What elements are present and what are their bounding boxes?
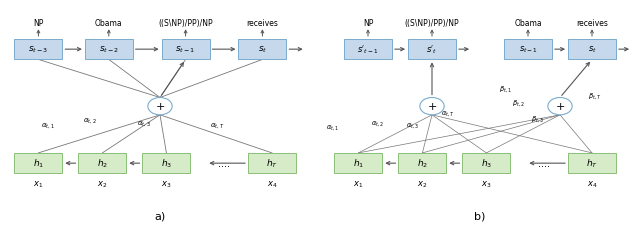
- Text: $\alpha_{t,T}$: $\alpha_{t,T}$: [441, 109, 455, 118]
- Text: ....: ....: [218, 158, 230, 168]
- Text: $h_T$: $h_T$: [586, 157, 598, 170]
- Text: $x_1$: $x_1$: [353, 179, 364, 189]
- FancyBboxPatch shape: [79, 153, 127, 174]
- FancyBboxPatch shape: [84, 40, 133, 60]
- Text: $x_1$: $x_1$: [33, 179, 44, 189]
- Text: $x_2$: $x_2$: [97, 179, 108, 189]
- Text: +: +: [556, 102, 564, 112]
- Text: $s_t$: $s_t$: [588, 45, 596, 55]
- Text: Obama: Obama: [514, 19, 542, 28]
- FancyBboxPatch shape: [14, 40, 63, 60]
- Text: ....: ....: [538, 158, 550, 168]
- Text: $\beta_{t,1}$: $\beta_{t,1}$: [499, 84, 512, 94]
- FancyBboxPatch shape: [143, 153, 191, 174]
- FancyBboxPatch shape: [504, 40, 552, 60]
- Text: a): a): [154, 211, 166, 221]
- Text: $h_T$: $h_T$: [266, 157, 278, 170]
- Text: b): b): [474, 211, 486, 221]
- FancyBboxPatch shape: [462, 153, 511, 174]
- Text: $h_1$: $h_1$: [33, 157, 44, 170]
- FancyBboxPatch shape: [568, 40, 616, 60]
- Text: $h_1$: $h_1$: [353, 157, 364, 170]
- Text: receives: receives: [246, 19, 278, 28]
- FancyBboxPatch shape: [14, 153, 63, 174]
- Text: +: +: [156, 102, 164, 112]
- Text: ((S\NP)/PP)/NP: ((S\NP)/PP)/NP: [404, 19, 460, 28]
- Text: NP: NP: [33, 19, 44, 28]
- Text: $\alpha_{t,1}$: $\alpha_{t,1}$: [41, 120, 55, 129]
- Text: $\alpha_{t,T}$: $\alpha_{t,T}$: [211, 120, 225, 129]
- Text: $\alpha_{t,1}$: $\alpha_{t,1}$: [326, 123, 339, 132]
- Text: +: +: [428, 102, 436, 112]
- Text: $x_2$: $x_2$: [417, 179, 428, 189]
- Text: $\beta_{t,3}$: $\beta_{t,3}$: [531, 113, 544, 123]
- FancyBboxPatch shape: [248, 153, 296, 174]
- Text: $\alpha_{t,3}$: $\alpha_{t,3}$: [406, 120, 419, 129]
- Text: ((S\NP)/PP)/NP: ((S\NP)/PP)/NP: [158, 19, 213, 28]
- FancyBboxPatch shape: [398, 153, 447, 174]
- Text: $h_3$: $h_3$: [161, 157, 172, 170]
- Text: $s_{t-3}$: $s_{t-3}$: [28, 45, 49, 55]
- Text: NP: NP: [363, 19, 373, 28]
- FancyBboxPatch shape: [334, 153, 383, 174]
- Text: Obama: Obama: [95, 19, 123, 28]
- Text: $x_3$: $x_3$: [161, 179, 172, 189]
- Text: $\beta_{t,T}$: $\beta_{t,T}$: [588, 90, 602, 100]
- Text: $x_3$: $x_3$: [481, 179, 492, 189]
- Text: receives: receives: [576, 19, 608, 28]
- FancyBboxPatch shape: [238, 40, 287, 60]
- Text: $s_{t-2}$: $s_{t-2}$: [99, 45, 119, 55]
- Circle shape: [548, 98, 572, 115]
- Text: $s'_{t-1}$: $s'_{t-1}$: [357, 44, 379, 56]
- Text: $x_4$: $x_4$: [587, 179, 597, 189]
- Text: $h_2$: $h_2$: [97, 157, 108, 170]
- FancyBboxPatch shape: [408, 40, 456, 60]
- Circle shape: [420, 98, 444, 115]
- FancyBboxPatch shape: [568, 153, 616, 174]
- Text: $\alpha_{t,3}$: $\alpha_{t,3}$: [137, 118, 151, 127]
- Text: $h_3$: $h_3$: [481, 157, 492, 170]
- Circle shape: [148, 98, 172, 115]
- FancyBboxPatch shape: [344, 40, 392, 60]
- Text: $\beta_{t,2}$: $\beta_{t,2}$: [512, 97, 525, 107]
- Text: $x_4$: $x_4$: [267, 179, 277, 189]
- Text: $\alpha_{t,2}$: $\alpha_{t,2}$: [83, 116, 97, 125]
- Text: $s'_t$: $s'_t$: [426, 44, 438, 56]
- Text: $\alpha_{t,2}$: $\alpha_{t,2}$: [371, 118, 384, 127]
- Text: $s_t$: $s_t$: [258, 45, 267, 55]
- Text: $h_2$: $h_2$: [417, 157, 428, 170]
- FancyBboxPatch shape: [161, 40, 210, 60]
- Text: $s_{t-1}$: $s_{t-1}$: [175, 45, 196, 55]
- Text: $s_{t-1}$: $s_{t-1}$: [518, 45, 538, 55]
